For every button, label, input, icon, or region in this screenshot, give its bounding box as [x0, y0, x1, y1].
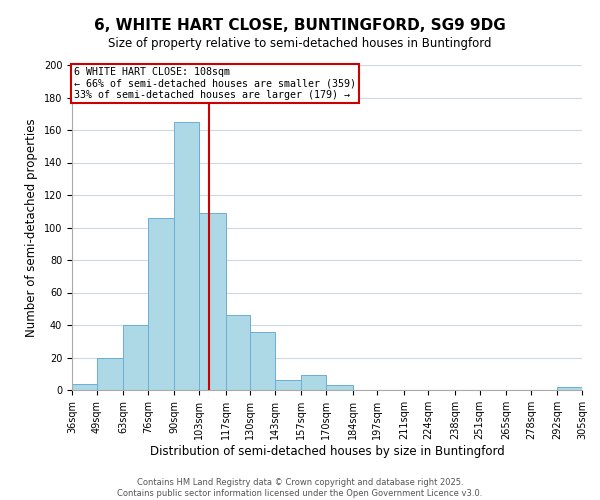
- Bar: [250, 332, 275, 390]
- Text: 6, WHITE HART CLOSE, BUNTINGFORD, SG9 9DG: 6, WHITE HART CLOSE, BUNTINGFORD, SG9 9D…: [94, 18, 506, 32]
- Bar: [97, 358, 123, 390]
- Bar: [557, 387, 582, 390]
- Bar: [226, 316, 250, 390]
- Bar: [175, 122, 199, 390]
- Text: Size of property relative to semi-detached houses in Buntingford: Size of property relative to semi-detach…: [108, 38, 492, 51]
- Text: 6 WHITE HART CLOSE: 108sqm
← 66% of semi-detached houses are smaller (359)
33% o: 6 WHITE HART CLOSE: 108sqm ← 66% of semi…: [74, 66, 356, 100]
- Bar: [301, 376, 326, 390]
- Y-axis label: Number of semi-detached properties: Number of semi-detached properties: [25, 118, 38, 337]
- Text: Contains HM Land Registry data © Crown copyright and database right 2025.
Contai: Contains HM Land Registry data © Crown c…: [118, 478, 482, 498]
- Bar: [275, 380, 301, 390]
- Bar: [199, 213, 226, 390]
- Bar: [72, 384, 97, 390]
- X-axis label: Distribution of semi-detached houses by size in Buntingford: Distribution of semi-detached houses by …: [149, 444, 505, 458]
- Bar: [148, 218, 175, 390]
- Bar: [326, 385, 353, 390]
- Bar: [123, 325, 148, 390]
